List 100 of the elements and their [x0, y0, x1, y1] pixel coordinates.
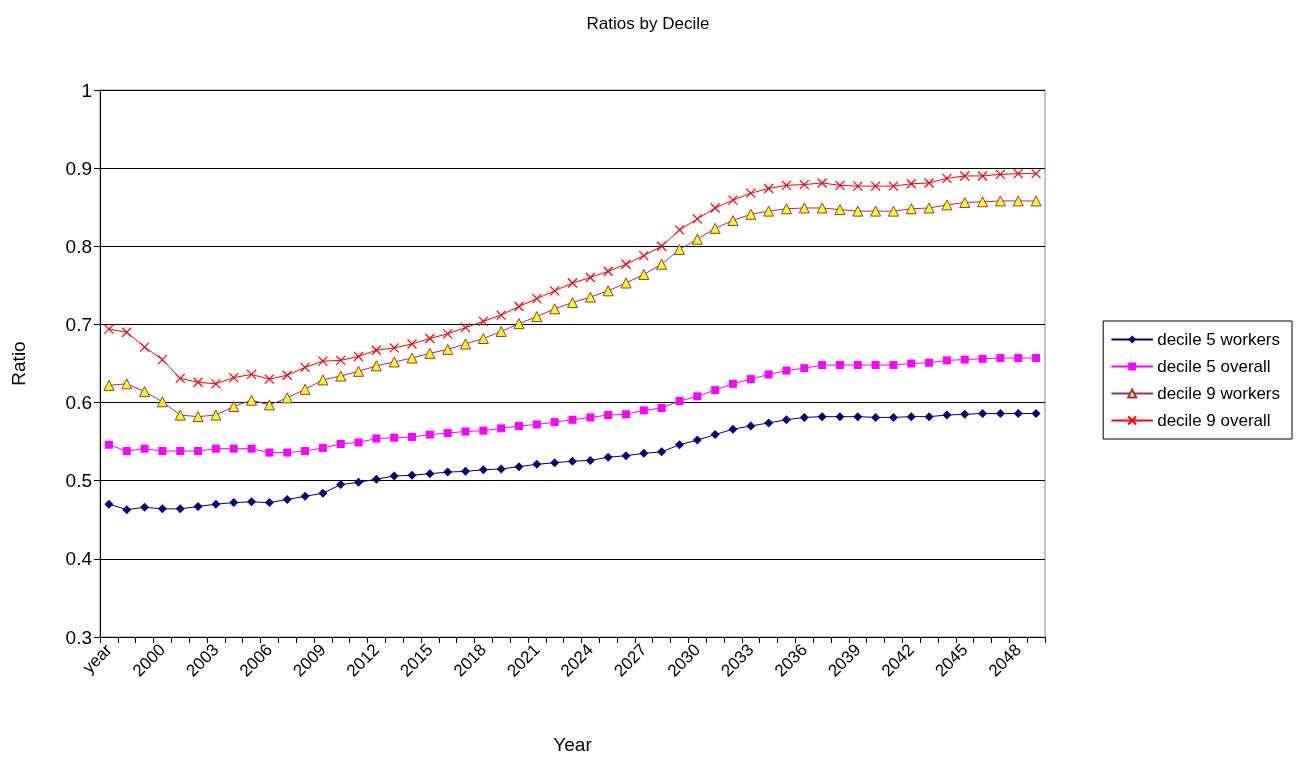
point — [549, 285, 560, 296]
point — [621, 410, 630, 419]
y-tick-label: 0.7 — [65, 313, 92, 335]
point — [924, 177, 935, 189]
point — [888, 181, 899, 192]
point — [674, 440, 684, 450]
point — [887, 205, 899, 217]
point — [870, 181, 881, 192]
point — [211, 444, 220, 453]
point — [763, 183, 774, 194]
point — [923, 202, 935, 214]
point — [941, 173, 953, 184]
point — [408, 432, 417, 441]
point — [675, 397, 684, 406]
chart-title: Ratios by Decile — [586, 14, 710, 33]
point — [764, 418, 774, 428]
point — [817, 177, 828, 189]
point — [639, 448, 649, 458]
point — [210, 378, 221, 389]
point — [531, 311, 543, 323]
point — [1013, 409, 1023, 419]
point — [639, 406, 648, 415]
point — [852, 205, 864, 217]
point — [461, 466, 471, 476]
point — [194, 447, 203, 456]
point — [514, 462, 524, 472]
point — [532, 459, 542, 469]
point — [780, 203, 792, 215]
point — [425, 469, 435, 479]
point — [1012, 195, 1024, 207]
point — [853, 361, 862, 370]
point — [585, 272, 596, 283]
point — [603, 452, 613, 462]
point — [192, 411, 204, 423]
point — [210, 409, 222, 421]
point — [673, 243, 685, 255]
point — [977, 170, 988, 182]
point — [335, 370, 347, 382]
point — [905, 203, 917, 215]
point — [1013, 168, 1024, 179]
point — [318, 443, 327, 452]
point — [960, 355, 969, 364]
point — [460, 338, 472, 350]
point — [800, 364, 809, 373]
point — [175, 504, 185, 514]
point — [513, 318, 525, 330]
point — [406, 352, 418, 364]
point — [158, 447, 167, 456]
point — [157, 504, 167, 514]
point — [477, 332, 489, 344]
point — [710, 430, 720, 440]
point — [763, 205, 775, 217]
point — [1032, 354, 1041, 363]
point — [994, 195, 1006, 207]
point — [727, 215, 739, 226]
point — [602, 285, 614, 297]
point — [283, 448, 292, 457]
point — [906, 412, 916, 422]
point — [211, 499, 221, 509]
point — [478, 465, 488, 475]
point — [942, 410, 952, 420]
point — [942, 356, 951, 365]
point — [478, 316, 489, 327]
point — [567, 297, 578, 309]
point — [888, 412, 898, 422]
point — [692, 213, 703, 225]
point — [317, 356, 328, 367]
point — [532, 420, 541, 429]
point — [656, 241, 667, 252]
point — [550, 458, 560, 468]
point — [585, 455, 595, 465]
y-tick-label: 0.4 — [65, 548, 93, 570]
point — [496, 309, 507, 321]
point — [103, 324, 115, 335]
point — [479, 426, 488, 435]
point — [192, 377, 204, 388]
point — [711, 386, 720, 395]
point — [907, 359, 916, 368]
point — [229, 444, 238, 453]
point — [745, 208, 757, 220]
point — [638, 268, 650, 280]
point — [781, 180, 792, 191]
point — [247, 497, 257, 507]
point — [746, 375, 755, 384]
x-axis-title: Year — [553, 734, 593, 755]
point — [176, 447, 185, 456]
point — [140, 444, 149, 453]
point — [1031, 409, 1041, 419]
point — [941, 199, 953, 211]
point — [745, 188, 756, 199]
point — [228, 372, 239, 383]
point — [978, 354, 987, 363]
point — [122, 447, 131, 456]
legend-label: decile 9 overall — [1157, 411, 1271, 430]
point — [799, 412, 809, 422]
point — [657, 447, 667, 457]
point — [264, 498, 274, 508]
point — [834, 180, 846, 191]
point — [139, 386, 151, 398]
point — [424, 347, 436, 359]
